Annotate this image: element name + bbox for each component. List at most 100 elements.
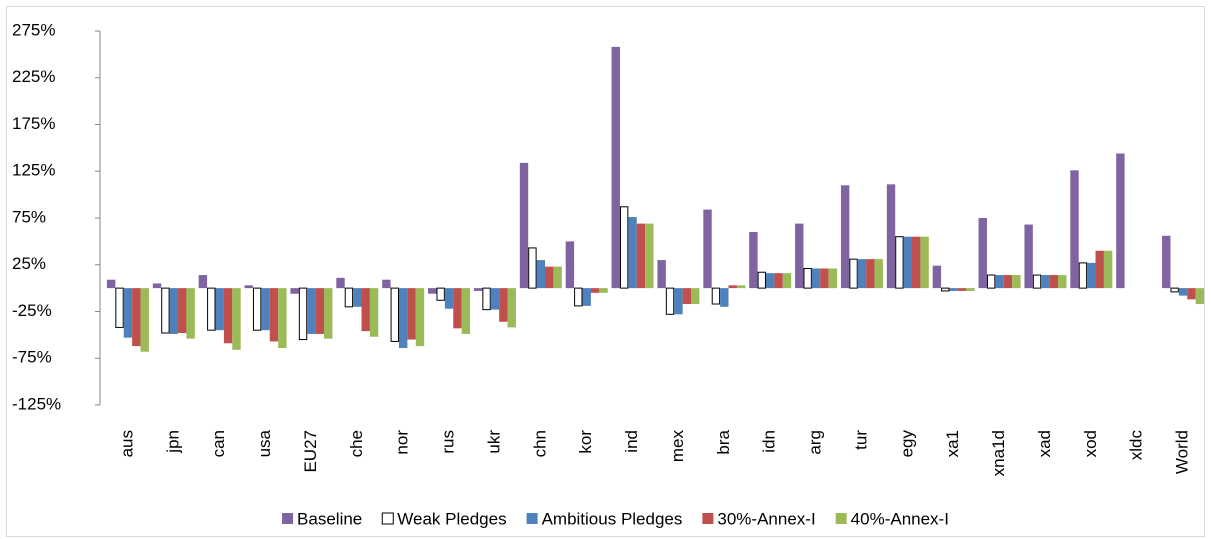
bar [461,288,471,334]
bar [820,268,829,289]
bar [261,288,270,331]
bar [115,287,124,328]
bar [920,236,929,289]
bar [949,288,958,291]
x-tick-label: kor [576,430,595,454]
bar [574,287,583,307]
bar [186,288,195,339]
bar [986,274,996,289]
bar [336,277,345,289]
bar [536,260,546,289]
bar [499,288,508,322]
bar [749,232,758,289]
x-tick-label: tur [851,430,870,450]
bar [106,279,116,289]
x-tick-label: xod [1081,430,1100,457]
bar [1187,288,1196,300]
bar [757,271,766,289]
bar [232,288,241,350]
bar [619,206,629,289]
legend-swatch [702,513,714,524]
bar [1049,275,1059,289]
legend-label: 30%-Annex-I [717,509,815,528]
bar [444,288,454,309]
bar [599,288,608,293]
bar [473,288,483,291]
x-tick-label: xad [1035,430,1054,457]
x-tick-label: rus [439,430,458,454]
bar [1103,250,1113,289]
bar [932,265,942,289]
bar [849,258,858,289]
bar [720,288,729,307]
bar [795,223,804,289]
legend-swatch [526,513,538,524]
bar [636,223,646,289]
bar [215,288,224,331]
y-tick-label: 75% [12,207,46,226]
bar [611,46,620,289]
x-tick-label: xldc [1127,430,1146,461]
bar [811,268,821,289]
chart-border [6,6,1205,537]
bar [315,288,325,334]
x-tick-label: che [347,430,366,457]
x-tick-label: bra [714,429,733,454]
y-tick-label: 125% [12,161,55,180]
legend-swatch [381,512,394,525]
bar [665,287,675,315]
bar [1078,262,1088,289]
bar [1070,170,1079,289]
bar [736,285,746,289]
bar [628,217,637,289]
bar [519,162,529,289]
bar [545,266,554,289]
x-tick-label: xa1 [943,430,962,457]
y-tick-label: -125% [12,394,61,413]
bar [966,288,975,291]
bar [178,288,187,334]
legend-label: Weak Pledges [397,509,506,528]
bar [507,288,516,328]
x-tick-label: egy [897,430,916,458]
bar [369,288,379,337]
bar [1087,262,1096,289]
y-tick-label: 25% [12,254,46,273]
bar [978,218,987,289]
bar [382,279,391,289]
bar [912,236,921,289]
bar [1116,153,1125,289]
x-tick-label: ukr [484,430,503,454]
y-tick-label: 225% [12,67,55,86]
x-tick-label: aus [117,430,136,457]
bar [886,184,896,289]
bar [361,288,370,332]
legend-swatch [835,513,847,524]
bar [995,275,1004,289]
x-tick-label: xna1d [989,430,1008,476]
bar [490,288,500,310]
x-tick-label: EU27 [301,430,320,473]
bar [728,285,737,289]
bar [278,288,287,348]
bar [1041,275,1050,289]
bar [582,288,591,306]
bar [152,283,162,289]
bar [840,185,850,289]
bar [123,288,133,338]
legend: Baseline Weak Pledges Ambitious Pledges 30%… [282,509,949,528]
x-tick-label: nor [393,430,412,455]
bar [528,247,537,289]
bar [298,287,308,341]
x-tick-label: ind [622,430,641,453]
bar [307,288,316,334]
bar [132,288,141,347]
bar [223,288,233,344]
bar [290,288,299,294]
bar [324,288,333,339]
bar [703,209,712,289]
bar [269,288,279,342]
bar [353,288,362,307]
y-tick-label: -25% [12,301,52,320]
bar [1095,250,1104,289]
